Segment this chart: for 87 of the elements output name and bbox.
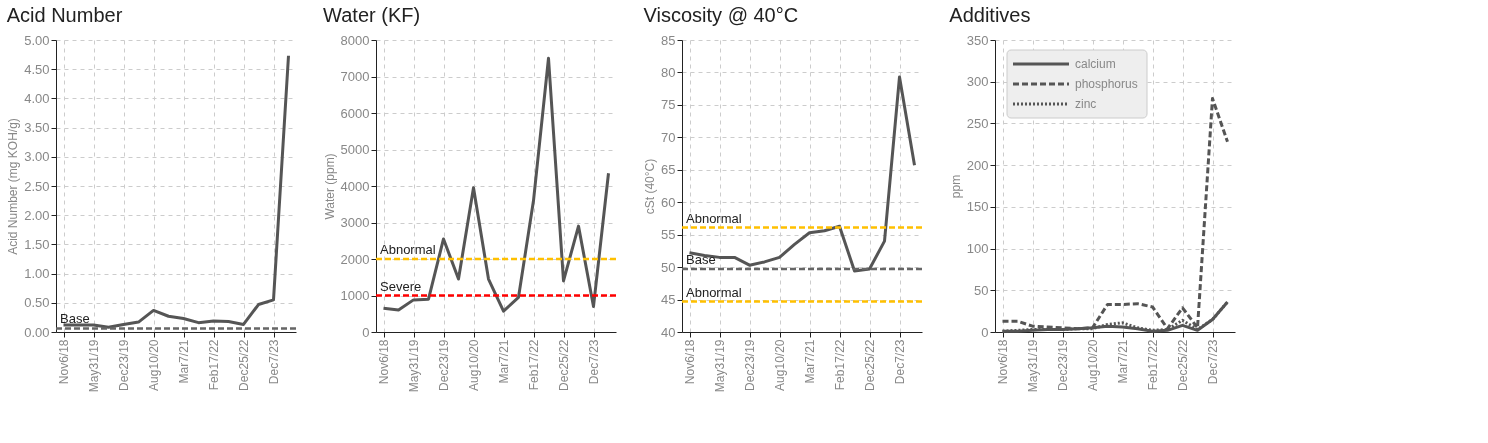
- y-tick-label: 150: [966, 199, 989, 215]
- y-tick-label: 85: [661, 32, 676, 48]
- y-tick-label: 2.50: [24, 178, 50, 194]
- y-tick-label: 200: [966, 157, 989, 173]
- x-tick-label: Dec25/22: [863, 339, 877, 391]
- x-tick-label: Dec7/23: [267, 339, 281, 385]
- legend-label: calcium: [1075, 57, 1116, 71]
- y-tick-label: 1.50: [24, 236, 50, 252]
- legend-label: phosphorus: [1075, 77, 1138, 91]
- x-tick-label: Mar7/21: [177, 339, 191, 384]
- chart-title: Acid Number: [6, 4, 123, 26]
- x-tick-label: Aug10/20: [1086, 339, 1100, 391]
- x-tick-label: Dec25/22: [557, 339, 571, 391]
- x-tick-label: Nov6/18: [996, 339, 1010, 385]
- x-tick-label: Feb17/22: [527, 339, 541, 391]
- x-tick-label: Dec23/19: [1056, 339, 1070, 391]
- y-axis-title: Acid Number (mg KOH/g): [6, 118, 21, 255]
- y-tick-label: 350: [966, 32, 989, 48]
- x-tick-label: Mar7/21: [803, 339, 817, 384]
- x-tick-label: May31/19: [87, 339, 101, 393]
- y-tick-label: 40: [661, 324, 676, 340]
- y-axis-title: Water (ppm): [322, 153, 337, 220]
- chart-title: Viscosity @ 40°C: [643, 4, 799, 26]
- y-tick-label: 3.50: [24, 120, 50, 136]
- y-tick-label: 70: [661, 129, 676, 145]
- x-tick-label: Dec7/23: [893, 339, 907, 385]
- y-tick-label: 60: [661, 194, 676, 210]
- x-tick-label: Nov6/18: [683, 339, 697, 385]
- y-tick-label: 5.00: [24, 32, 50, 48]
- ref-line-label: Abnormal: [380, 242, 436, 257]
- y-tick-label: 0.50: [24, 295, 50, 311]
- y-tick-label: 1000: [340, 288, 370, 303]
- y-tick-label: 2000: [340, 251, 370, 267]
- x-tick-label: Nov6/18: [57, 339, 71, 385]
- x-tick-label: Dec23/19: [743, 339, 757, 391]
- ref-line-label: Base: [686, 252, 716, 268]
- x-tick-label: Feb17/22: [833, 339, 847, 391]
- x-tick-label: Mar7/21: [1116, 339, 1130, 384]
- x-tick-label: Aug10/20: [773, 339, 787, 391]
- legend-label: zinc: [1075, 97, 1097, 111]
- x-tick-label: Dec23/19: [117, 339, 131, 391]
- x-tick-label: Dec7/23: [587, 339, 601, 385]
- x-tick-label: May31/19: [713, 339, 727, 393]
- y-tick-label: 3000: [340, 215, 370, 230]
- x-tick-label: Dec7/23: [1206, 339, 1220, 385]
- y-axis-title: ppm: [948, 174, 963, 199]
- x-tick-label: Aug10/20: [147, 339, 161, 391]
- y-tick-label: 300: [966, 74, 989, 90]
- chart-title: Additives: [949, 4, 1031, 26]
- chart-title: Water (KF): [323, 4, 421, 26]
- y-tick-label: 80: [661, 64, 676, 80]
- x-tick-label: Feb17/22: [207, 339, 221, 391]
- y-tick-label: 8000: [340, 32, 370, 48]
- y-tick-label: 250: [966, 115, 989, 131]
- y-tick-label: 100: [966, 241, 989, 257]
- x-tick-label: Nov6/18: [377, 339, 391, 385]
- y-tick-label: 4000: [340, 178, 370, 194]
- y-tick-label: 7000: [340, 69, 370, 84]
- y-tick-label: 0: [981, 324, 989, 340]
- y-tick-label: 4.50: [24, 61, 50, 77]
- ref-line-label: Severe: [380, 278, 422, 294]
- y-tick-label: 0: [362, 324, 370, 340]
- ref-line-label: Abnormal: [686, 210, 742, 226]
- x-tick-label: May31/19: [1026, 339, 1040, 393]
- y-tick-label: 2.00: [24, 207, 50, 223]
- y-tick-label: 1.00: [24, 266, 50, 282]
- y-tick-label: 4.00: [24, 90, 50, 106]
- x-tick-label: Dec25/22: [237, 339, 251, 391]
- x-tick-label: Feb17/22: [1146, 339, 1160, 391]
- x-tick-label: Aug10/20: [467, 339, 481, 391]
- y-tick-label: 0.00: [24, 324, 50, 340]
- ref-line-label: Abnormal: [686, 284, 742, 300]
- y-axis-title: cSt (40°C): [643, 158, 658, 215]
- y-tick-label: 6000: [340, 105, 370, 121]
- y-tick-label: 55: [661, 227, 676, 243]
- y-tick-label: 50: [661, 259, 676, 275]
- x-tick-label: Dec23/19: [437, 339, 451, 391]
- y-tick-label: 50: [974, 282, 989, 298]
- y-tick-label: 75: [661, 97, 676, 113]
- x-tick-label: May31/19: [407, 339, 421, 393]
- y-tick-label: 45: [661, 292, 676, 308]
- y-tick-label: 5000: [340, 142, 370, 157]
- y-tick-label: 3.00: [24, 149, 50, 165]
- ref-line-label: Base: [60, 311, 90, 327]
- x-tick-label: Dec25/22: [1176, 339, 1190, 391]
- x-tick-label: Mar7/21: [497, 339, 511, 384]
- y-tick-label: 65: [661, 162, 676, 178]
